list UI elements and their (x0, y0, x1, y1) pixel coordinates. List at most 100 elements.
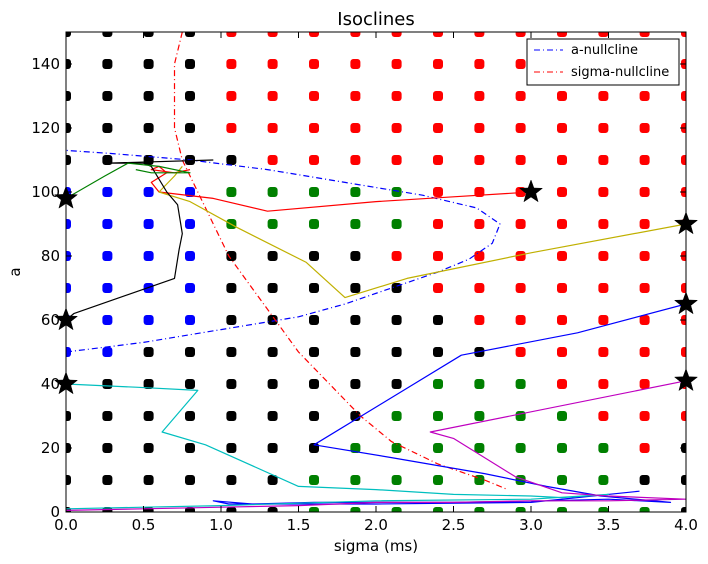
grid-point (433, 91, 443, 101)
grid-point (557, 32, 567, 37)
grid-point (350, 155, 361, 165)
grid-point (66, 91, 71, 101)
legend-label-a-nullcline: a-nullcline (571, 43, 638, 58)
star-marker (518, 179, 544, 203)
grid-point (102, 443, 113, 453)
grid-point (598, 475, 609, 485)
grid-point (102, 379, 113, 389)
grid-point (350, 347, 361, 357)
grid-point (309, 315, 319, 325)
grid-point (639, 123, 650, 133)
grid-point (267, 411, 278, 421)
grid-point (433, 411, 443, 421)
grid-point (391, 443, 402, 453)
grid-point (598, 315, 609, 325)
grid-point (309, 59, 319, 69)
grid-point (350, 251, 361, 261)
grid-point (433, 475, 443, 485)
grid-point (391, 379, 402, 389)
grid-point (185, 475, 195, 485)
grid-point (515, 315, 526, 325)
grid-point (267, 219, 278, 229)
grid-point (639, 155, 650, 165)
grid-point (350, 507, 361, 512)
grid-point (102, 251, 113, 261)
trajectory-line-3 (158, 166, 686, 299)
grid-point (474, 379, 485, 389)
legend-box (526, 38, 680, 86)
grid-point (391, 315, 402, 325)
grid-point (143, 347, 154, 357)
grid-point (226, 155, 237, 165)
grid-point (226, 475, 237, 485)
grid-point (309, 123, 319, 133)
nullcline-line-1 (173, 32, 509, 491)
grid-point (681, 507, 686, 512)
grid-point (309, 187, 319, 197)
grid-point (557, 155, 567, 165)
grid-point (267, 59, 278, 69)
grid-point (267, 379, 278, 389)
grid-point (226, 283, 237, 293)
grid-point (350, 91, 361, 101)
grid-point (681, 91, 686, 101)
grid-point (515, 347, 526, 357)
x-tick-label: 0.0 (54, 516, 78, 534)
grid-point (681, 32, 686, 37)
grid-point (185, 123, 195, 133)
x-tick-label: 3.5 (597, 516, 621, 534)
grid-point (598, 347, 609, 357)
grid-point (474, 155, 485, 165)
grid-point (639, 475, 650, 485)
grid-point (681, 283, 686, 293)
grid-point (557, 507, 567, 512)
grid-point (598, 123, 609, 133)
grid-point (515, 91, 526, 101)
grid-point (226, 347, 237, 357)
grid-point (143, 443, 154, 453)
grid-point (267, 443, 278, 453)
grid-point (557, 187, 567, 197)
grid-point (515, 59, 526, 69)
grid-point (143, 411, 154, 421)
grid-point (267, 347, 278, 357)
grid-point (474, 219, 485, 229)
grid-point (143, 123, 154, 133)
grid-point (598, 283, 609, 293)
y-tick-label: 40 (41, 375, 60, 393)
trajectory-line-7 (66, 383, 610, 510)
grid-point (391, 155, 402, 165)
y-tick-label: 80 (41, 247, 60, 265)
grid-point (267, 315, 278, 325)
grid-point (350, 283, 361, 293)
grid-point (309, 379, 319, 389)
grid-point (143, 251, 154, 261)
grid-point (185, 283, 195, 293)
grid-point (557, 91, 567, 101)
axis-ticks: 0.0 0.5 1.0 1.5 2.0 2.5 3.0 3.5 4.0 0 20 40 60 80 100 1… (31, 32, 698, 534)
y-tick-label: 120 (31, 119, 60, 137)
grid-point (639, 283, 650, 293)
y-tick-label: 0 (50, 503, 60, 521)
grid-point (226, 32, 237, 37)
grid-point (639, 187, 650, 197)
grid-point (309, 32, 319, 37)
legend-label-sigma-nullcline: sigma-nullcline (571, 65, 669, 80)
grid-point (350, 187, 361, 197)
grid-point (639, 347, 650, 357)
grid-point (433, 379, 443, 389)
grid-point (143, 219, 154, 229)
grid-point (391, 347, 402, 357)
grid-point (557, 443, 567, 453)
x-tick-label: 1.5 (287, 516, 311, 534)
grid-point (391, 59, 402, 69)
x-tick-label: 0.5 (132, 516, 156, 534)
grid-point (433, 347, 443, 357)
grid-point (226, 59, 237, 69)
grid-point (143, 32, 154, 37)
grid-point (557, 219, 567, 229)
grid-point (102, 123, 113, 133)
grid-point (102, 187, 113, 197)
grid-point (102, 283, 113, 293)
